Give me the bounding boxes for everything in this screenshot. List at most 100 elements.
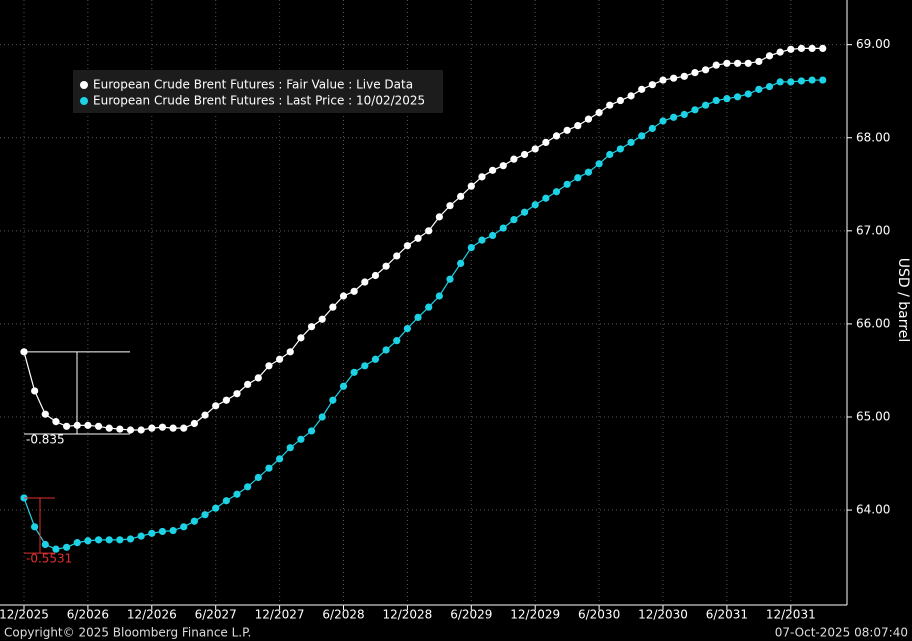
copyright: Copyright© 2025 Bloomberg Finance L.P.	[4, 626, 251, 640]
x-tick-label: 6/2027	[195, 608, 237, 622]
data-point	[510, 155, 518, 163]
data-point	[190, 517, 198, 525]
x-tick-label: 6/2030	[578, 608, 620, 622]
data-point	[41, 410, 49, 418]
data-point	[702, 66, 710, 74]
y-tick-label: 65.00	[856, 409, 890, 423]
data-point	[201, 511, 209, 519]
data-point	[371, 355, 380, 363]
data-point	[233, 390, 241, 398]
data-point	[52, 418, 60, 426]
data-point	[137, 426, 145, 434]
data-point	[393, 252, 401, 260]
data-point	[638, 132, 646, 140]
data-point	[531, 201, 539, 209]
timestamp: 07-Oct-2025 08:07:40	[775, 626, 908, 640]
data-point	[126, 535, 135, 543]
data-point	[94, 422, 103, 430]
data-point	[659, 76, 667, 84]
data-point	[755, 85, 763, 93]
data-point	[169, 526, 177, 535]
data-point	[350, 368, 358, 376]
data-point	[254, 473, 262, 482]
data-point	[222, 497, 230, 505]
data-point	[595, 109, 603, 117]
data-point	[733, 59, 742, 67]
data-point	[393, 337, 401, 345]
data-point	[542, 194, 550, 202]
data-point	[680, 110, 688, 119]
data-point	[425, 303, 433, 311]
data-point	[510, 216, 518, 224]
x-tick-label: 6/2031	[706, 608, 748, 622]
data-point	[158, 423, 167, 431]
x-tick-label: 12/2030	[638, 608, 688, 622]
x-tick-label: 12/2031	[766, 608, 816, 622]
data-point	[733, 93, 742, 101]
data-point	[276, 355, 284, 363]
data-point	[797, 77, 806, 85]
data-point	[329, 396, 337, 404]
data-point	[222, 396, 230, 404]
data-point	[776, 48, 784, 56]
data-point	[776, 78, 784, 86]
data-point	[542, 138, 550, 147]
data-point	[403, 324, 411, 333]
data-point	[73, 539, 81, 547]
data-point	[563, 126, 571, 134]
data-point	[520, 150, 529, 159]
data-point	[105, 536, 113, 544]
legend	[73, 70, 443, 113]
data-point	[265, 464, 273, 472]
data-point	[254, 374, 262, 382]
data-point	[212, 504, 220, 512]
data-point	[286, 444, 294, 452]
data-point	[180, 424, 188, 432]
data-point	[787, 45, 795, 53]
data-point	[361, 362, 369, 370]
data-point	[148, 529, 156, 537]
data-point	[190, 419, 198, 428]
data-point	[403, 242, 411, 250]
data-point	[361, 278, 369, 286]
data-point	[116, 536, 124, 544]
data-point	[307, 323, 316, 331]
data-point	[244, 380, 252, 389]
data-point	[382, 346, 390, 354]
legend-label: European Crude Brent Futures : Fair Valu…	[93, 78, 413, 92]
y-tick-label: 69.00	[856, 37, 890, 51]
data-point	[808, 44, 816, 53]
data-point	[659, 117, 667, 125]
data-point	[158, 527, 167, 536]
data-point	[116, 425, 124, 433]
y-tick-label: 66.00	[856, 316, 890, 330]
data-point	[276, 455, 284, 463]
series-line	[23, 47, 823, 431]
data-point	[606, 150, 614, 159]
data-point	[574, 122, 582, 130]
x-tick-label: 6/2026	[67, 608, 109, 622]
data-point	[31, 523, 39, 531]
data-point	[584, 168, 593, 176]
legend-marker	[80, 97, 88, 105]
data-point	[318, 413, 326, 421]
data-point	[425, 227, 433, 235]
x-tick-label: 12/2029	[510, 608, 560, 622]
y-tick-label: 64.00	[856, 503, 890, 517]
data-point	[286, 348, 294, 356]
data-point	[94, 536, 103, 544]
data-point	[63, 543, 71, 551]
annotation: -0.5531	[26, 552, 72, 566]
data-point	[467, 182, 475, 190]
data-point	[435, 292, 443, 300]
data-point	[755, 57, 763, 66]
data-point	[180, 523, 188, 531]
legend-label: European Crude Brent Futures : Last Pric…	[93, 94, 425, 108]
legend-marker	[80, 81, 88, 89]
y-tick-label: 68.00	[856, 130, 890, 144]
data-point	[52, 545, 60, 553]
data-point	[489, 166, 497, 174]
data-point	[84, 421, 92, 429]
